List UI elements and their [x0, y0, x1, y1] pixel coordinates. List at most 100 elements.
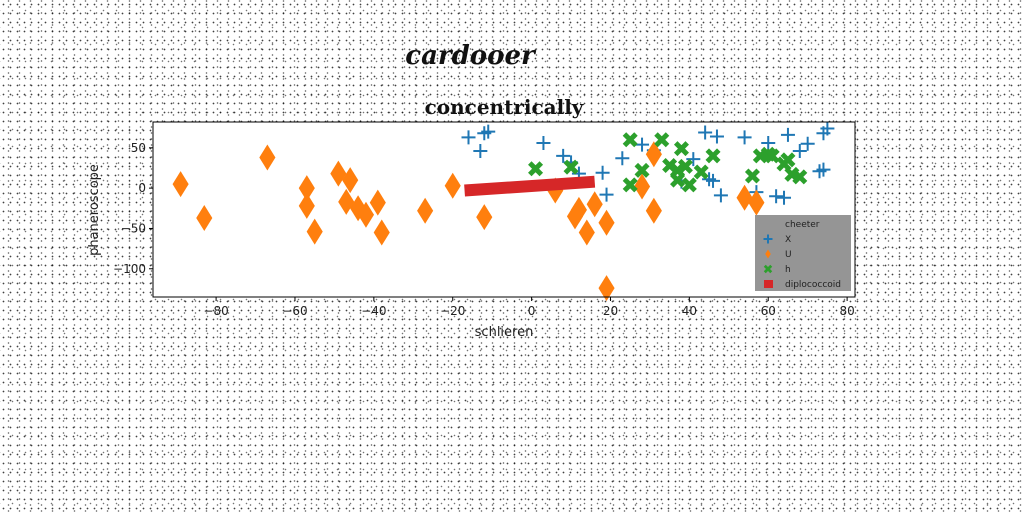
- axis-ticks: −80 −60 −40 −20 0 20 40 60 80 −100 −50 0 50: [113, 141, 855, 318]
- legend-entry: h: [785, 265, 791, 275]
- data-point: [633, 173, 651, 200]
- legend-frame: [755, 215, 851, 291]
- x-tick-label: −40: [361, 304, 386, 318]
- data-point: [780, 152, 796, 168]
- data-point: [444, 172, 461, 199]
- data-point: [570, 196, 587, 223]
- legend-swatch: [763, 264, 773, 274]
- data-point: [536, 135, 551, 150]
- data-point: [476, 204, 493, 231]
- data-point: [713, 188, 728, 203]
- x-tick-label: 60: [761, 304, 776, 318]
- data-point: [681, 177, 697, 193]
- data-point: [705, 148, 721, 164]
- y-tick-label: 0: [138, 181, 146, 195]
- data-point: [709, 129, 724, 144]
- chart-suptitle: cardooer: [405, 41, 537, 71]
- data-point: [769, 189, 784, 204]
- data-point: [748, 189, 765, 216]
- data-point: [586, 191, 603, 218]
- x-tick-label: −80: [203, 304, 228, 318]
- data-point: [706, 173, 721, 188]
- data-point: [670, 172, 686, 188]
- data-point: [461, 130, 476, 145]
- data-point: [634, 162, 650, 178]
- series-h: [528, 132, 808, 193]
- x-tick-label: −20: [440, 304, 465, 318]
- data-point: [737, 130, 752, 145]
- x-tick-label: 20: [603, 304, 618, 318]
- data-point: [622, 177, 638, 193]
- legend-swatch: [764, 280, 773, 288]
- data-point: [615, 151, 630, 166]
- legend-entry: U: [785, 250, 792, 260]
- data-point: [693, 164, 709, 180]
- data-point: [298, 192, 315, 219]
- data-point: [698, 125, 713, 140]
- data-point: [563, 159, 579, 175]
- line-segment: [464, 175, 596, 197]
- y-tick-label: −50: [121, 221, 146, 235]
- data-point: [595, 165, 610, 180]
- data-point: [645, 141, 662, 168]
- data-point: [259, 144, 276, 171]
- data-point: [673, 141, 689, 157]
- data-point: [298, 175, 315, 202]
- chart-title: concentrically: [425, 95, 585, 119]
- y-tick-label: −100: [113, 262, 146, 276]
- data-point: [820, 121, 835, 136]
- legend-entry: X: [785, 235, 791, 245]
- data-point: [635, 137, 650, 152]
- data-point: [598, 275, 615, 302]
- data-point: [800, 136, 815, 151]
- data-point: [622, 132, 638, 148]
- y-axis-label: phaneroscope: [87, 164, 102, 256]
- data-point: [172, 171, 189, 198]
- data-point: [373, 219, 390, 246]
- data-point: [598, 209, 615, 236]
- legend-swatch: [763, 234, 773, 244]
- data-point: [473, 144, 488, 159]
- plot-area: [153, 122, 855, 297]
- data-point: [645, 197, 662, 224]
- data-point: [306, 218, 323, 245]
- data-point: [761, 135, 776, 150]
- data-point: [764, 148, 780, 164]
- data-point: [777, 190, 792, 205]
- x-tick-label: 80: [839, 304, 854, 318]
- data-point: [736, 184, 753, 211]
- legend-swatch: [765, 249, 771, 259]
- series-diplococcoid: [464, 175, 596, 197]
- data-point: [654, 132, 670, 148]
- data-point: [357, 201, 375, 228]
- data-point: [528, 161, 544, 177]
- data-point: [417, 197, 434, 224]
- x-tick-label: −60: [282, 304, 307, 318]
- x-tick-label: 0: [528, 304, 536, 318]
- data-point: [686, 152, 701, 167]
- data-point: [342, 167, 359, 194]
- data-point: [369, 189, 386, 216]
- data-marks: [172, 121, 835, 302]
- data-point: [816, 162, 831, 177]
- x-axis-label: schlieren: [475, 325, 534, 340]
- data-point: [599, 187, 614, 202]
- data-point: [547, 177, 564, 204]
- data-point: [578, 219, 595, 246]
- legend-title: cheeter: [785, 220, 820, 230]
- data-point: [744, 168, 760, 184]
- data-point: [196, 204, 213, 231]
- legend: cheeter XUh diplococcoid: [755, 215, 851, 291]
- plot-frame: [152, 121, 856, 298]
- data-point: [481, 124, 496, 139]
- legend-entry: diplococcoid: [785, 280, 841, 290]
- data-point: [677, 158, 693, 174]
- x-tick-label: 40: [682, 304, 697, 318]
- data-point: [792, 144, 807, 159]
- y-tick-label: 50: [131, 141, 146, 155]
- data-point: [556, 148, 571, 163]
- data-point: [792, 169, 808, 185]
- data-point: [780, 127, 795, 142]
- series-u: [172, 141, 765, 302]
